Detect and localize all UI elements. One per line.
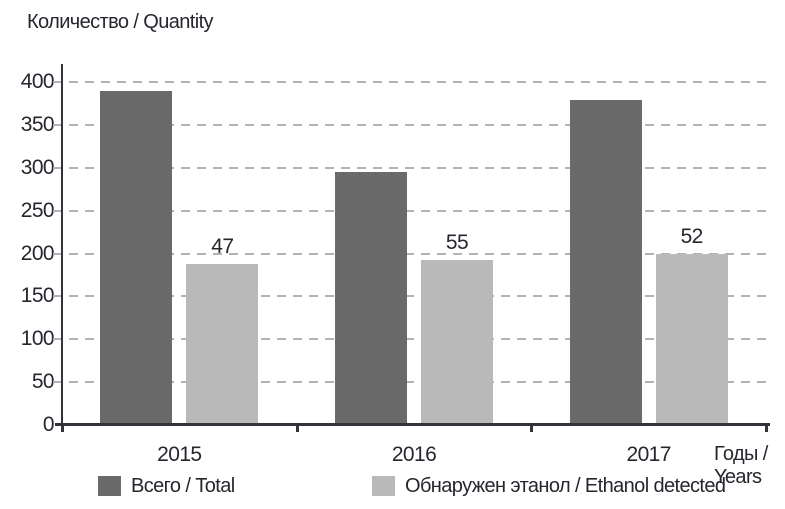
- x-axis-title-line2: Years: [714, 466, 762, 488]
- bar-ethanol-2017: [655, 253, 728, 425]
- y-tick-label-150: 150: [20, 284, 55, 308]
- legend-item-ethanol: Обнаружен этанол / Ethanol detected: [372, 473, 726, 499]
- y-tick-label-200: 200: [20, 241, 55, 265]
- gridline-100: [53, 338, 770, 341]
- x-axis-tick-2: [530, 423, 534, 432]
- gridline-150: [53, 295, 770, 298]
- x-category-label-2015: 2015: [157, 443, 202, 466]
- legend: Всего / Total Обнаружен этанол / Ethanol…: [0, 473, 785, 501]
- gridline-400: [53, 81, 770, 83]
- y-tick-label-350: 350: [20, 112, 55, 136]
- y-tick-label-300: 300: [20, 155, 55, 179]
- y-tick-label-100: 100: [20, 327, 55, 351]
- gridline-250: [53, 209, 770, 212]
- bar-total-2016: [335, 172, 407, 425]
- bar-value-label-2016: 55: [445, 230, 469, 254]
- chart-title: Количество / Quantity: [27, 11, 214, 33]
- bar-ethanol-2016: [421, 259, 493, 425]
- x-axis-tick-1: [295, 423, 299, 432]
- x-axis-tick-3: [765, 423, 768, 432]
- y-tick-label-0: 0: [42, 413, 55, 436]
- bar-value-label-2017: 52: [680, 224, 704, 248]
- y-tick-label-50: 50: [31, 370, 55, 394]
- legend-label-ethanol: Обнаружен этанол / Ethanol detected: [405, 474, 726, 497]
- bar-total-2017: [569, 100, 642, 425]
- x-axis-tick-0: [61, 423, 64, 432]
- gridline-300: [53, 166, 770, 169]
- legend-swatch-ethanol: [372, 476, 395, 496]
- bar-value-label-2015: 47: [211, 234, 234, 258]
- y-tick-label-250: 250: [20, 198, 55, 222]
- bar-total-2015: [100, 90, 173, 425]
- x-category-label-2016: 2016: [391, 443, 437, 466]
- legend-item-total: Всего / Total: [98, 473, 235, 499]
- legend-label-total: Всего / Total: [131, 474, 235, 497]
- x-axis-title-line1: Годы /: [714, 443, 768, 465]
- legend-swatch-total: [98, 476, 121, 496]
- x-category-label-2017: 2017: [626, 443, 671, 466]
- bar-ethanol-2015: [186, 263, 259, 425]
- gridline-50: [53, 381, 770, 384]
- x-axis-title: Годы / Years: [714, 443, 768, 489]
- x-axis-line: [55, 423, 770, 426]
- gridline-350: [53, 123, 770, 126]
- y-tick-label-400: 400: [20, 70, 55, 93]
- y-axis-line: [61, 64, 63, 425]
- gridline-200: [53, 252, 770, 255]
